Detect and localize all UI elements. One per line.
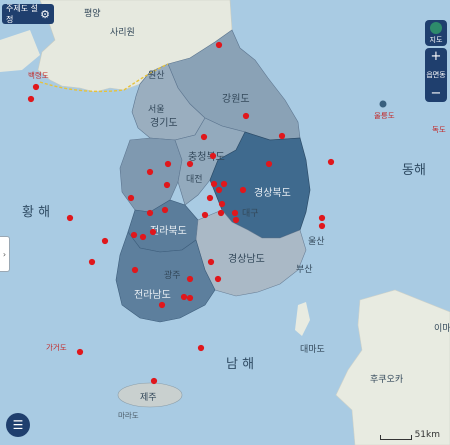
- location-marker[interactable]: [164, 160, 172, 168]
- place-label-daejeon: 대전: [186, 174, 203, 185]
- location-marker[interactable]: [265, 160, 273, 168]
- location-marker[interactable]: [150, 377, 158, 385]
- zoom-control: + 읍면동 −: [425, 48, 447, 102]
- theme-settings-button[interactable]: 주제도 설정 ⚙: [2, 4, 54, 24]
- place-label-gangwon: 강원도: [222, 93, 250, 105]
- place-label-jeonnam: 전라남도: [134, 289, 171, 301]
- place-label-imari: 이마: [434, 323, 450, 334]
- map-type-label: 지도: [429, 35, 443, 44]
- zoom-level-label: 읍면동: [426, 71, 446, 79]
- location-marker[interactable]: [127, 194, 135, 202]
- location-marker[interactable]: [214, 275, 222, 283]
- location-marker[interactable]: [88, 258, 96, 266]
- location-marker[interactable]: [278, 132, 286, 140]
- location-marker[interactable]: [139, 233, 147, 241]
- dmz-line: [39, 63, 169, 93]
- place-label-pyongyang: 평양: [84, 8, 101, 19]
- scale-bar: 51km: [379, 430, 440, 440]
- zoom-out-button[interactable]: −: [430, 86, 442, 101]
- side-panel-toggle[interactable]: ›: [0, 236, 10, 272]
- ulleung-island: [379, 100, 387, 108]
- location-marker[interactable]: [318, 222, 326, 230]
- china-coast: [0, 30, 40, 72]
- location-marker[interactable]: [161, 206, 169, 214]
- location-marker[interactable]: [327, 158, 335, 166]
- list-icon: ☰: [12, 418, 24, 432]
- place-label-jeonbuk: 전라북도: [150, 225, 187, 237]
- location-marker[interactable]: [232, 216, 240, 224]
- location-marker[interactable]: [66, 214, 74, 222]
- island-label-gageo: 가거도: [46, 343, 67, 352]
- location-marker[interactable]: [242, 112, 250, 120]
- place-label-chungbuk: 충청북도: [188, 151, 225, 163]
- sea-label-east: 동해: [402, 163, 426, 178]
- location-marker[interactable]: [131, 266, 139, 274]
- location-marker[interactable]: [207, 258, 215, 266]
- marker-layer[interactable]: [27, 41, 335, 385]
- globe-icon: [430, 21, 442, 34]
- location-marker[interactable]: [231, 209, 239, 217]
- location-marker[interactable]: [130, 231, 138, 239]
- location-marker[interactable]: [186, 160, 194, 168]
- place-label-sariwon: 사리원: [110, 27, 135, 38]
- location-marker[interactable]: [206, 194, 214, 202]
- place-label-seoul: 서울: [148, 104, 165, 115]
- location-marker[interactable]: [186, 275, 194, 283]
- island-label-baengnyeong: 백령도: [28, 70, 49, 80]
- location-marker[interactable]: [149, 228, 157, 236]
- sea-label-west: 황 해: [22, 205, 50, 220]
- place-label-gyeonggi: 경기도: [150, 116, 178, 129]
- location-marker[interactable]: [180, 293, 188, 301]
- location-marker[interactable]: [318, 214, 326, 222]
- tsushima-island: [295, 302, 310, 336]
- scale-label: 51km: [414, 430, 440, 440]
- legend-button[interactable]: ☰: [6, 413, 30, 437]
- location-marker[interactable]: [197, 344, 205, 352]
- location-marker[interactable]: [210, 180, 218, 188]
- island-label-ulleung: 울릉도: [374, 111, 395, 120]
- place-label-fukuoka: 후쿠오카: [370, 374, 403, 385]
- sea-label-south: 남 해: [226, 357, 254, 372]
- place-label-gyeongnam: 경상남도: [228, 252, 265, 265]
- location-marker[interactable]: [163, 181, 171, 189]
- location-marker[interactable]: [76, 348, 84, 356]
- place-label-ulsan: 울산: [308, 236, 325, 247]
- map-type-button[interactable]: 지도: [425, 20, 447, 46]
- location-marker[interactable]: [209, 152, 217, 160]
- gear-icon: ⚙: [40, 7, 50, 21]
- location-marker[interactable]: [186, 294, 194, 302]
- zoom-in-button[interactable]: +: [430, 49, 442, 64]
- location-marker[interactable]: [158, 301, 166, 309]
- location-marker[interactable]: [218, 200, 226, 208]
- scale-bar-line: [379, 435, 412, 440]
- place-label-busan: 부산: [296, 264, 313, 275]
- location-marker[interactable]: [146, 168, 154, 176]
- place-label-jeju: 제주: [140, 392, 157, 403]
- island-label-tsushima: 대마도: [300, 344, 325, 355]
- japan-landmass: [335, 289, 450, 445]
- location-marker[interactable]: [201, 211, 209, 219]
- location-marker[interactable]: [215, 41, 223, 49]
- place-label-gwangju: 광주: [164, 269, 181, 281]
- location-marker[interactable]: [32, 83, 40, 91]
- location-marker[interactable]: [200, 133, 208, 141]
- location-marker[interactable]: [101, 237, 109, 245]
- location-marker[interactable]: [215, 186, 223, 194]
- location-marker[interactable]: [27, 95, 35, 103]
- location-marker[interactable]: [220, 180, 228, 188]
- location-marker[interactable]: [146, 209, 154, 217]
- island-label-mara: 마라도: [118, 411, 139, 420]
- island-label-dokdo: 독도: [432, 125, 446, 134]
- place-label-gyeongbuk: 경상북도: [254, 186, 291, 199]
- location-marker[interactable]: [239, 186, 247, 194]
- place-label-daegu: 대구: [242, 208, 259, 219]
- theme-settings-label: 주제도 설정: [6, 4, 38, 24]
- place-label-wonsan: 원산: [148, 70, 165, 81]
- jeju-island: [117, 382, 183, 408]
- location-marker[interactable]: [217, 209, 225, 217]
